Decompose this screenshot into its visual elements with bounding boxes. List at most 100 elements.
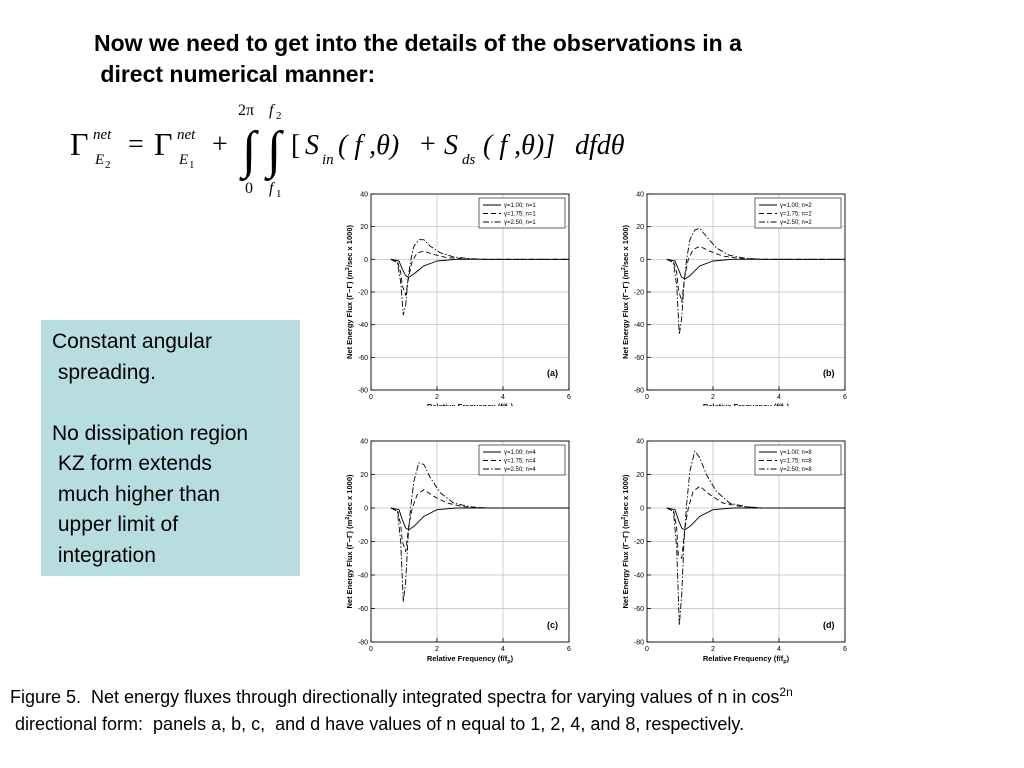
x-tick-label: 2 [711,646,715,653]
notes-box: Constant angular spreading. No dissipati… [41,320,300,576]
legend-label: γ=1.00; n=2 [780,203,812,209]
legend-label: γ=1.00; n=1 [504,203,536,209]
series-line-dashdot [390,239,569,316]
y-tick-label: -20 [358,539,368,546]
eq-args-2: ( f ,θ)] [483,130,555,161]
legend-box [478,197,566,229]
y-tick-label: 20 [636,472,644,479]
y-axis-label: Net Energy Flux (Γ−Γ) (m2/sec x 1000) [621,474,630,609]
y-tick-label: -60 [358,355,368,362]
y-tick-label: -60 [358,606,368,613]
eq-tail: dfdθ [575,130,625,161]
y-tick-label: -20 [358,290,368,297]
x-axis-label: Relative Frequency (f/fp) [703,402,790,406]
legend-label: γ=1.75; n=8 [780,459,812,465]
legend-box [754,197,842,229]
notes-line: upper limit of [52,513,179,536]
eq-plus-2: + [420,129,436,160]
panel-label: (c) [547,620,558,630]
y-tick-label: 0 [640,257,644,264]
slide-title: Now we need to get into the details of t… [94,28,954,90]
x-tick-label: 2 [435,394,439,401]
y-tick-label: 20 [636,224,644,231]
panel-label: (d) [823,620,835,630]
series-line-dashed [390,250,569,296]
x-tick-label: 4 [777,646,781,653]
legend-label: γ=1.00; n=4 [504,450,536,456]
slide-title-line-2: direct numerical manner: [94,61,376,87]
notes-line: Constant angular [52,330,212,353]
eq-e-rhs: E [178,152,188,168]
notes-line: spreading. [52,360,156,384]
eq-upper-inner: f [269,102,276,119]
eq-args-1: ( f ,θ) [338,130,399,161]
eq-net-rhs: net [177,127,196,143]
eq-equals: = [128,129,144,160]
series-line-solid [390,258,569,278]
x-tick-label: 6 [567,394,571,401]
notes-line [52,388,300,419]
notes-line: integration [52,543,156,567]
eq-sub1-rhs: 1 [189,159,195,171]
legend-label: γ=2.50; n=4 [504,467,536,473]
net-flux-equation: Γ net E 2 = Γ net E 1 + 2π ∫ 0 f 2 ∫ f 1… [70,102,625,200]
series-line-solid [666,507,845,531]
y-tick-label: 40 [636,439,644,446]
eq-net-lhs: net [93,127,112,143]
legend-label: γ=1.00; n=8 [780,450,812,456]
eq-upper-outer: 2π [238,102,254,119]
y-tick-label: 20 [360,224,368,231]
x-tick-label: 6 [843,646,847,653]
y-tick-label: -80 [634,640,644,647]
notes-line: KZ form extends [52,452,212,475]
eq-integral-inner: ∫ [264,122,284,181]
x-axis-label: Relative Frequency (f/fp) [427,654,514,665]
eq-e-lhs: E [94,152,104,168]
legend-box [754,444,842,476]
x-tick-label: 4 [501,394,505,401]
eq-lower-inner: f [269,180,276,197]
x-axis-label: Relative Frequency (f/fp) [703,654,790,665]
eq-lower-inner-sub: 1 [276,188,282,200]
y-tick-label: 0 [364,257,368,264]
flux-panel-b: 0 2 4 6 40 20 0 -20 -40 -60 -80 Relative Frequency … [621,192,847,407]
y-tick-label: -80 [358,640,368,647]
eq-s-in: S [305,130,319,161]
eq-integral-outer: ∫ [239,122,259,181]
caption-line-1: Figure 5. Net energy fluxes through dire… [10,684,1020,711]
y-tick-label: 40 [360,192,368,199]
y-tick-label: 0 [364,506,368,513]
y-tick-label: -80 [634,388,644,395]
eq-gamma-rhs: Γ [154,126,173,162]
panel-label: (a) [547,368,558,378]
series-line-dashed [666,245,845,303]
series-line-dashed [390,489,569,553]
figure-caption: Figure 5. Net energy fluxes through dire… [10,684,1020,738]
y-tick-label: 20 [360,472,368,479]
caption-superscript: 2n [779,685,793,699]
series-line-dashdot [666,450,845,626]
y-tick-label: -60 [634,606,644,613]
caption-line-2: directional form: panels a, b, c, and d … [10,714,745,734]
x-tick-label: 0 [645,394,649,401]
legend-label: γ=2.50; n=2 [780,220,812,226]
x-tick-label: 0 [369,394,373,401]
y-tick-label: 0 [640,506,644,513]
x-tick-label: 4 [501,646,505,653]
y-tick-label: -40 [634,573,644,580]
eq-lower-outer: 0 [245,180,253,197]
y-tick-label: -20 [634,539,644,546]
y-tick-label: -20 [634,290,644,297]
y-tick-label: -60 [634,355,644,362]
series-line-dashed [666,485,845,559]
notes-line: much higher than [52,482,221,506]
y-tick-label: -40 [358,322,368,329]
eq-lbracket: [ [291,130,300,161]
y-tick-label: -40 [634,322,644,329]
panel-label: (b) [823,368,835,378]
legend-label: γ=1.75; n=1 [504,212,536,218]
slide-title-line-1: Now we need to get into the details of t… [94,30,742,56]
caption-text-1: Figure 5. Net energy fluxes through dire… [10,687,780,707]
eq-s-ds: S [444,130,458,161]
y-axis-label: Net Energy Flux (Γ−Γ) (m2/sec x 1000) [345,474,354,609]
